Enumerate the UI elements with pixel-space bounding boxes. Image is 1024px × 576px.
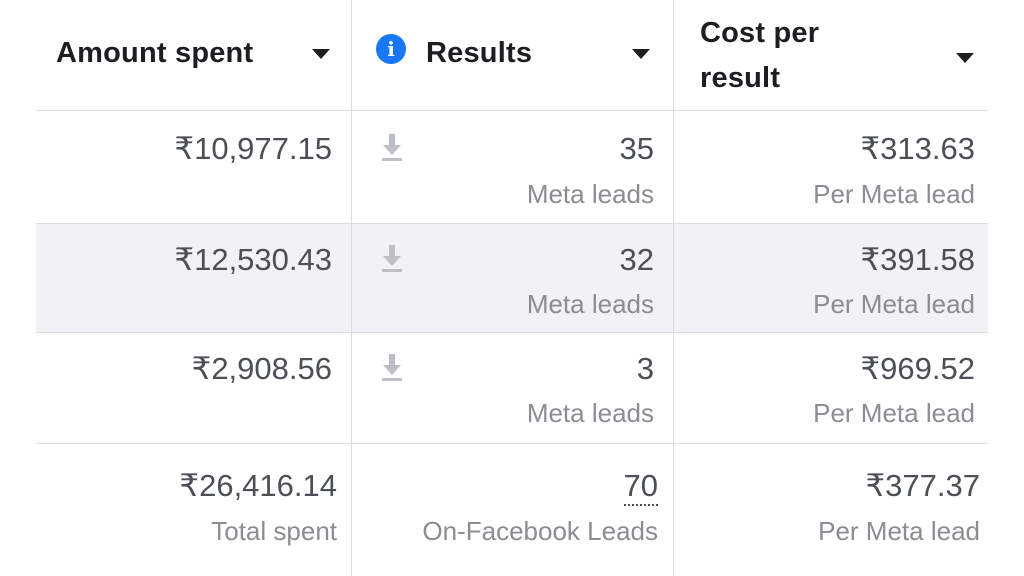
caret-down-icon[interactable] [632, 49, 650, 59]
cost-per-result-value: ₹969.52 [860, 351, 975, 386]
row-divider [36, 223, 988, 224]
cost-per-result-value: ₹391.58 [860, 242, 975, 277]
column-header-label: Results [426, 37, 533, 69]
column-header-amount-spent[interactable]: Amount spent [36, 0, 351, 110]
total-results-label: On-Facebook Leads [422, 516, 658, 546]
row-divider [36, 110, 988, 111]
caret-down-icon[interactable] [312, 49, 330, 59]
column-header-cost-per-result[interactable]: Cost per result [674, 0, 988, 110]
total-cost-per-result-label: Per Meta lead [818, 516, 980, 546]
info-icon[interactable]: i [376, 34, 406, 64]
total-results-value[interactable]: 70 [623, 468, 658, 506]
cost-per-result-type: Per Meta lead [813, 398, 975, 428]
column-divider [673, 0, 674, 576]
amount-spent-value: ₹2,908.56 [191, 351, 332, 386]
results-type: Meta leads [526, 398, 654, 428]
column-header-label-line1: Cost per [700, 17, 820, 49]
download-icon[interactable] [379, 352, 405, 382]
download-icon[interactable] [379, 243, 405, 273]
results-type: Meta leads [526, 179, 654, 209]
caret-down-icon[interactable] [956, 53, 974, 63]
table-row[interactable]: ₹12,530.43 32 Meta leads ₹391.58 Per Met… [36, 224, 988, 332]
total-amount-spent-label: Total spent [211, 516, 337, 546]
totals-row: ₹26,416.14 Total spent 70 On-Facebook Le… [36, 444, 988, 576]
total-cost-per-result-value: ₹377.37 [865, 468, 980, 503]
results-value: 32 [619, 242, 654, 277]
cost-per-result-type: Per Meta lead [813, 179, 975, 209]
column-header-label: Amount spent [56, 37, 254, 69]
download-icon[interactable] [379, 132, 405, 162]
results-value: 35 [619, 131, 654, 166]
row-highlight [36, 223, 988, 332]
column-header-label-line2: result [700, 62, 781, 94]
table-row[interactable]: ₹10,977.15 35 Meta leads ₹313.63 Per Met… [36, 111, 988, 223]
row-divider [36, 443, 988, 444]
results-value: 3 [636, 351, 654, 386]
column-header-results[interactable]: i Results [352, 0, 673, 110]
results-type: Meta leads [526, 289, 654, 319]
cost-per-result-value: ₹313.63 [860, 131, 975, 166]
cost-per-result-type: Per Meta lead [813, 289, 975, 319]
total-amount-spent-value: ₹26,416.14 [179, 468, 337, 503]
amount-spent-value: ₹12,530.43 [174, 242, 332, 277]
table-row[interactable]: ₹2,908.56 3 Meta leads ₹969.52 Per Meta … [36, 333, 988, 443]
ads-results-table: Amount spent i Results Cost per result ₹… [36, 0, 988, 576]
amount-spent-value: ₹10,977.15 [174, 131, 332, 166]
row-divider [36, 332, 988, 333]
column-divider [351, 0, 352, 576]
